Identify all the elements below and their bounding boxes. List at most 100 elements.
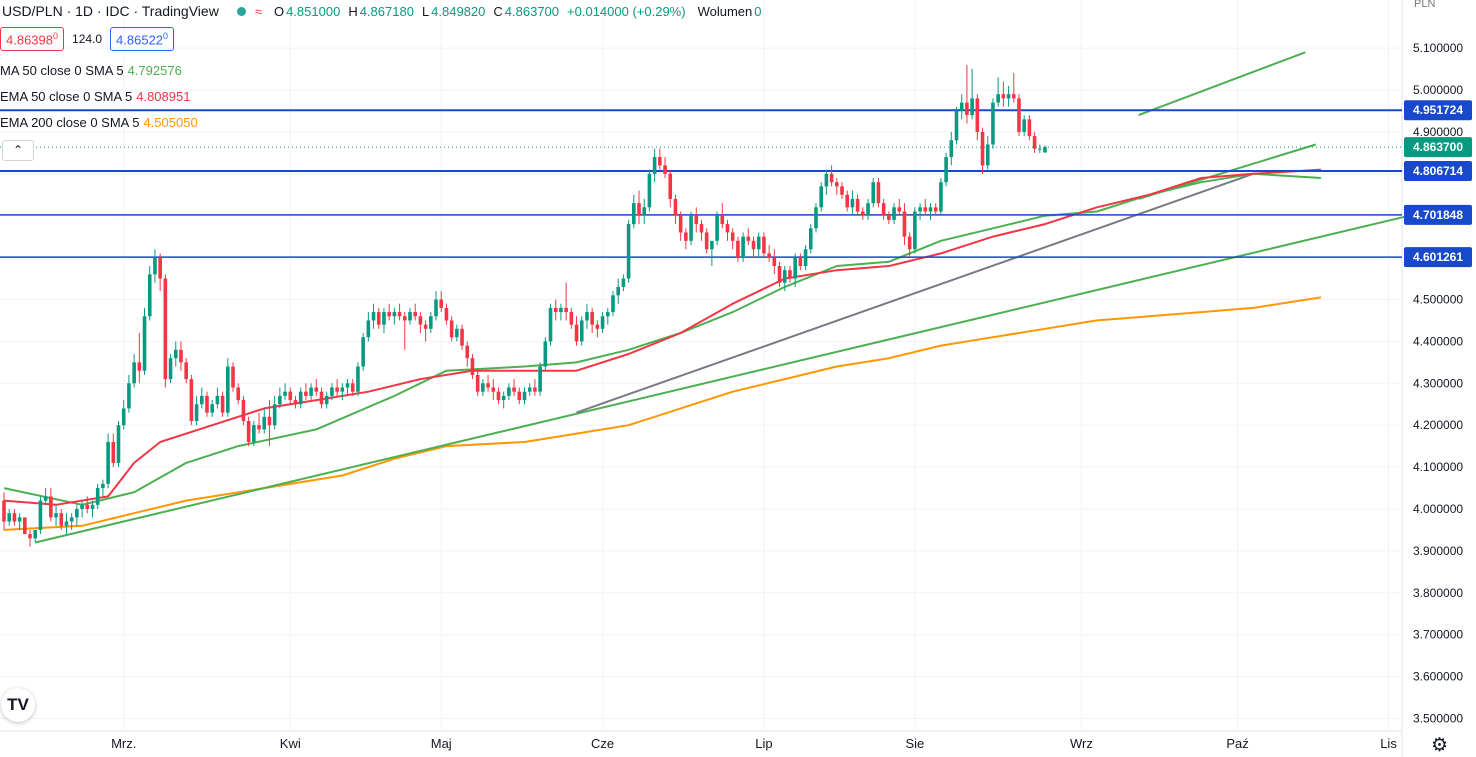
candle-body: [272, 404, 277, 426]
price-tick-label: 5.000000: [1413, 83, 1463, 97]
level-price-tag: 4.951724: [1413, 103, 1463, 117]
indicator-ma50[interactable]: MA 50 close 0 SMA 5 4.792576: [0, 63, 182, 78]
candle-body: [199, 395, 204, 405]
candle-body: [121, 408, 126, 426]
candle-body: [663, 165, 667, 174]
high-label: H: [348, 3, 358, 19]
candle-body: [314, 387, 319, 392]
candle-body: [548, 307, 553, 342]
candle-body: [527, 387, 532, 392]
ask-value: 4.86522: [116, 32, 164, 48]
candle-body: [449, 320, 454, 338]
candle-body: [402, 316, 407, 321]
bid-sup: 0: [53, 31, 59, 41]
price-axis[interactable]: 5.1000005.0000004.9000004.8000004.700000…: [1404, 41, 1472, 726]
candle-body: [746, 236, 751, 241]
candle-body: [147, 274, 152, 317]
candle-body: [304, 391, 308, 396]
price-tick-label: 4.400000: [1413, 334, 1463, 348]
indicator-value: 4.792576: [127, 63, 182, 78]
candle-body: [892, 207, 896, 220]
candle-body: [127, 383, 131, 409]
candle-body: [652, 157, 657, 174]
candle-body: [330, 387, 334, 396]
candle-body: [429, 316, 433, 329]
time-axis[interactable]: Mrz. Kwi Maj Cze Lip Sie Wrz Paź Lis: [111, 736, 1397, 751]
ema200-line: [3, 296, 1322, 531]
candle-body: [132, 362, 136, 384]
price-tick-label: 3.500000: [1413, 712, 1463, 726]
wave-icon[interactable]: ≈: [254, 3, 262, 19]
last-price-tag: 4.863700: [1413, 140, 1463, 154]
level-price-tag-bg: [1404, 160, 1472, 181]
candle-body: [491, 387, 496, 392]
candle-body: [1006, 94, 1011, 99]
candle-body: [965, 102, 969, 116]
candle-body: [777, 265, 782, 283]
candle-body: [595, 324, 600, 329]
candle-body: [939, 182, 943, 212]
candle-body: [1022, 119, 1026, 132]
candle-body: [538, 366, 542, 392]
indicator-ema200[interactable]: EMA 200 close 0 SMA 5 4.505050: [0, 115, 198, 130]
candle-body: [730, 232, 735, 241]
candle-body: [470, 358, 475, 375]
candle-body: [85, 504, 90, 509]
sell-button[interactable]: 4.863980: [0, 27, 65, 52]
candle-body: [262, 416, 267, 430]
candle-body: [33, 529, 38, 539]
candle-body: [522, 391, 527, 401]
candle-body: [996, 94, 1000, 103]
candle-body: [408, 312, 412, 321]
tradingview-logo[interactable]: TV: [1, 688, 35, 722]
candle-body: [28, 534, 32, 539]
candle-body: [767, 253, 771, 258]
candle-body: [850, 198, 855, 208]
candle-body: [621, 278, 626, 287]
candle-body: [387, 312, 391, 317]
symbol-title[interactable]: USD/PLN · 1D · IDC · TradingView: [2, 3, 219, 19]
candle-body: [1001, 94, 1006, 99]
candle-body: [871, 182, 876, 204]
settings-icon[interactable]: ⚙: [1431, 735, 1449, 756]
candle-body: [90, 504, 95, 509]
candle-body: [153, 257, 157, 275]
candle-body: [163, 278, 168, 380]
trendlines[interactable]: [34, 51, 1410, 544]
candle-body: [194, 404, 199, 422]
candle-body: [751, 240, 756, 250]
candle-body: [397, 312, 402, 317]
candle-body: [553, 307, 558, 313]
level-price-tag-bg: [1404, 204, 1472, 225]
candle-body: [808, 228, 813, 250]
candle-body: [361, 337, 365, 367]
candle-body: [501, 395, 506, 401]
candle-body: [2, 500, 6, 522]
candle-body: [75, 509, 79, 518]
candle-body: [371, 312, 376, 321]
horizontal-levels[interactable]: [0, 109, 1402, 258]
candle-body: [434, 299, 438, 317]
price-tick-label: 4.900000: [1413, 125, 1463, 139]
candle-body: [179, 349, 183, 363]
candle-body: [559, 307, 563, 313]
currency-label[interactable]: PLN: [1414, 0, 1436, 10]
candle-body: [257, 425, 261, 430]
candle-body: [579, 320, 584, 342]
price-tick-label: 4.500000: [1413, 293, 1463, 307]
candle-body: [980, 131, 985, 166]
ema50-series: [3, 168, 1321, 506]
candle-body: [49, 496, 53, 518]
candle-body: [741, 236, 745, 258]
candle-body: [710, 240, 714, 250]
candles: [2, 64, 1047, 547]
candle-body: [756, 236, 761, 250]
candle-body: [605, 312, 610, 317]
candle-body: [881, 203, 886, 216]
indicator-ema50[interactable]: EMA 50 close 0 SMA 5 4.808951: [0, 89, 190, 104]
buy-button[interactable]: 4.865220: [110, 27, 175, 52]
candle-body: [356, 366, 360, 392]
candle-body: [220, 395, 225, 413]
collapse-legend-button[interactable]: ⌃: [2, 140, 34, 161]
